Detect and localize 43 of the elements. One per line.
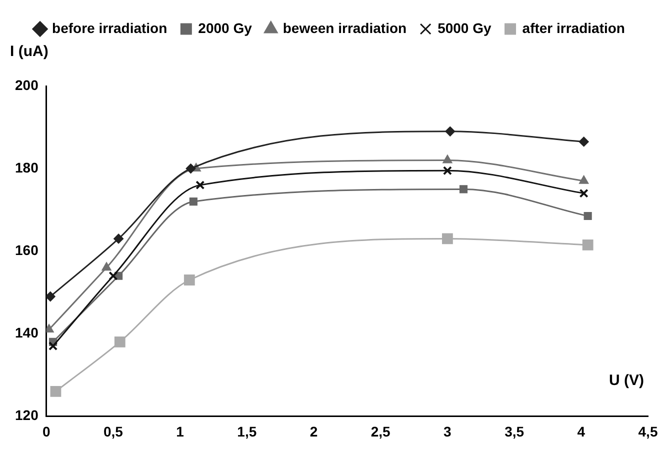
point	[50, 386, 62, 397]
point	[114, 336, 126, 348]
legend-label: before irradiation	[52, 20, 168, 36]
point	[108, 271, 118, 280]
x-tick-label: 1,5	[237, 423, 257, 440]
point	[459, 185, 468, 194]
x-tick-label: 3,5	[504, 423, 524, 440]
y-tick-label: 120	[15, 407, 39, 424]
legend-label: 2000 Gy	[198, 20, 252, 36]
point	[114, 234, 124, 244]
point	[578, 136, 589, 147]
x-tick-label: 0	[42, 423, 50, 440]
x-tick-label: 3	[444, 423, 452, 440]
x-axis-title: U (V)	[609, 372, 644, 389]
x-tick-label: 0,5	[103, 423, 124, 440]
point	[442, 233, 453, 244]
point	[48, 341, 58, 351]
point	[189, 198, 198, 206]
x-tick-label: 4,5	[638, 423, 658, 440]
point	[46, 292, 56, 302]
point	[102, 262, 112, 271]
y-axis-title: I (uA)	[10, 43, 48, 60]
x-tick-label: 1	[176, 423, 184, 440]
y-tick-label: 160	[15, 242, 39, 258]
point	[579, 188, 588, 198]
y-tick-label: 200	[15, 76, 39, 93]
y-tick-label: 180	[15, 159, 39, 176]
point	[578, 175, 589, 184]
point	[442, 166, 452, 176]
point	[584, 212, 592, 220]
y-tick-label: 140	[15, 324, 39, 341]
point	[442, 154, 452, 164]
legend-label: after irradiation	[522, 20, 625, 36]
legend-label: beween irradiation	[282, 20, 407, 36]
x-tick-label: 2,5	[370, 423, 391, 440]
point	[582, 239, 594, 250]
point	[184, 274, 195, 286]
point	[186, 164, 196, 174]
x-tick-label: 4	[577, 423, 586, 440]
x-tick-label: 2	[310, 423, 318, 440]
legend-label: 5000 Gy	[438, 20, 492, 36]
point	[445, 126, 456, 136]
point	[196, 180, 205, 190]
